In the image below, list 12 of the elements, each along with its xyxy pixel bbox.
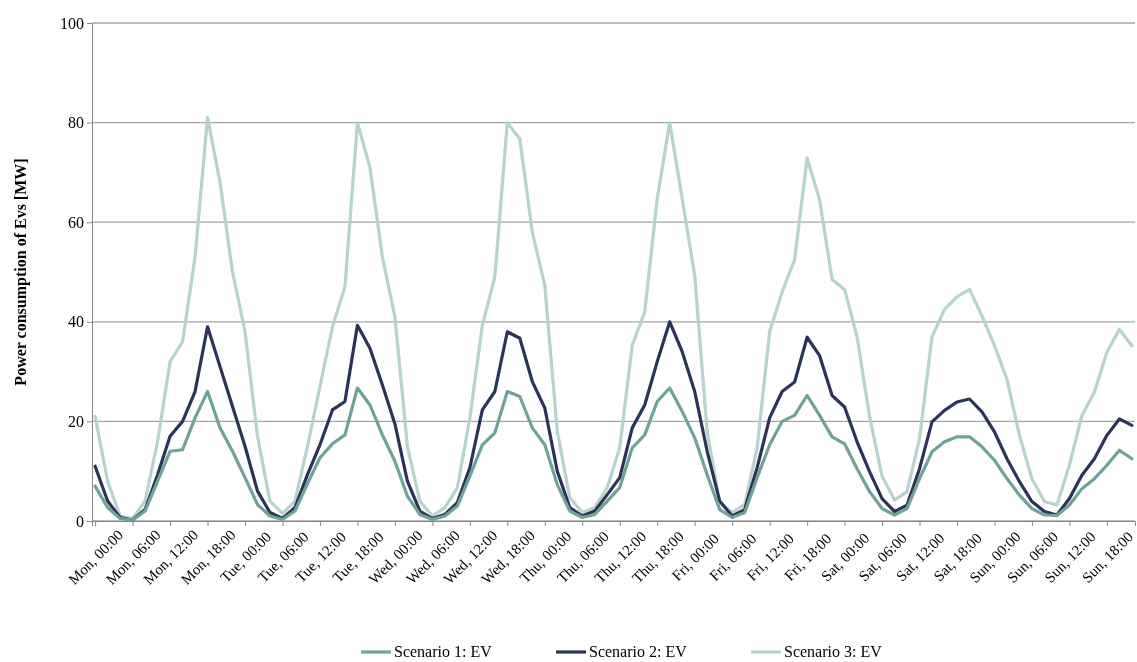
y-tick-label: 0 [76,512,84,530]
y-axis-title: Power consumption of Evs [MW] [12,158,30,386]
y-tick-label: 40 [68,313,84,331]
y-tick-label: 60 [68,213,84,231]
legend-label: Scenario 3: EV [784,643,883,660]
line-series [93,116,1134,521]
y-tick-label: 80 [68,114,84,132]
legend-label: Scenario 1: EV [394,643,493,660]
y-tick-label: 20 [68,413,84,431]
legend-label: Scenario 2: EV [589,643,688,660]
y-tick-label: 100 [60,14,84,32]
line-series [93,386,1134,522]
